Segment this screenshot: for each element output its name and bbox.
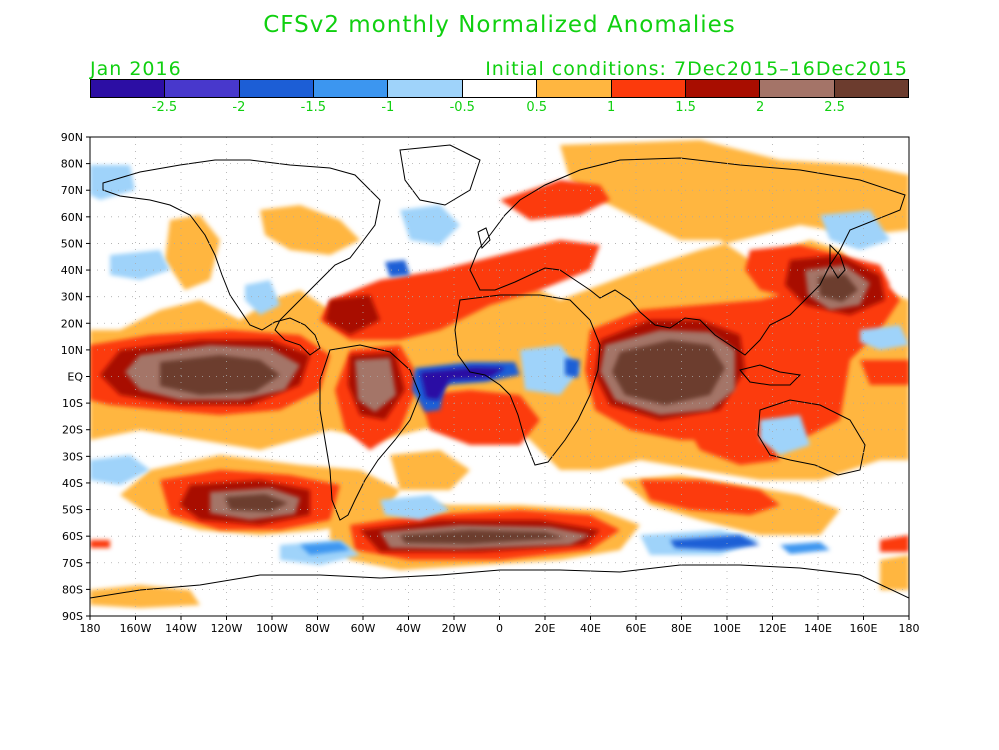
colorbar-segment [387, 80, 462, 97]
indonesia-coast [739, 364, 802, 386]
lat-tick-label: 20N [61, 317, 83, 330]
lon-tick-label: 80W [305, 622, 330, 635]
lat-tick-label: 50N [61, 237, 83, 250]
initial-conditions-label: Initial conditions: 7Dec2015–16Dec2015 [485, 58, 908, 80]
colorbar-label: -0.5 [449, 100, 475, 115]
colorbar-labels: -2.5 -2 -1.5 -1 -0.5 0.5 1 1.5 2 2.5 [90, 99, 909, 117]
lon-tick-label: 140W [165, 622, 197, 635]
colorbar-label: 2.5 [824, 100, 845, 115]
colorbar-label: 1.5 [675, 100, 696, 115]
latitude-axis: 90N 80N 70N 60N 50N 40N 30N 20N 10N EQ 10S 20S 30S 40… [61, 131, 90, 623]
lon-tick-label: 160W [120, 622, 152, 635]
australia-coast [757, 399, 866, 476]
anomaly-level-5 [160, 274, 858, 544]
colorbar-segment [536, 80, 611, 97]
lon-tick-label: 100W [256, 622, 288, 635]
lat-tick-label: 80N [61, 158, 83, 171]
colorbar-segment [759, 80, 834, 97]
lat-tick-label: 10S [62, 397, 83, 410]
lat-tick-label: 60S [62, 530, 83, 543]
uk-coast [477, 227, 491, 249]
north-america-coast [102, 159, 381, 356]
colorbar-label: 0.5 [526, 100, 548, 115]
colorbar-label: -2.5 [151, 100, 178, 115]
lat-tick-label: 30N [61, 291, 83, 304]
lon-tick-label: 60W [351, 622, 376, 635]
lat-tick-label: 40S [62, 477, 83, 490]
lat-tick-label: 70S [62, 557, 83, 570]
colorbar-label: -1.5 [300, 100, 327, 115]
colorbar-segment [164, 80, 239, 97]
lon-tick-label: 140E [804, 622, 832, 635]
lat-tick-label: EQ [67, 371, 83, 384]
colorbar-label: 1 [607, 100, 616, 115]
colorbar-label: -2 [232, 100, 246, 115]
colorbar-segment [313, 80, 388, 97]
lat-tick-label: 60N [61, 211, 83, 224]
lat-tick-label: 20S [62, 424, 83, 437]
antarctica-coast [90, 564, 909, 599]
colorbar-label: 2 [755, 100, 765, 115]
lat-tick-label: 90S [62, 610, 83, 623]
colorbar-segment [610, 80, 685, 97]
lon-tick-label: 60E [626, 622, 647, 635]
eurasia-coast [469, 157, 906, 356]
lat-lon-grid [90, 137, 909, 616]
lat-tick-label: 30S [62, 450, 83, 463]
lat-tick-label: 10N [61, 344, 83, 357]
lon-tick-label: 120W [211, 622, 243, 635]
colorbar [90, 79, 909, 98]
japan-coast [829, 243, 846, 279]
lon-tick-label: 120E [759, 622, 787, 635]
south-america-coast [319, 344, 421, 521]
lat-tick-label: 90N [61, 131, 83, 144]
lon-tick-label: 20W [442, 622, 467, 635]
valid-month-label: Jan 2016 [90, 58, 182, 80]
colorbar-segment [684, 80, 760, 97]
greenland-coast [399, 144, 481, 206]
lon-tick-label: 0 [496, 622, 503, 635]
colorbar-segment [461, 80, 537, 97]
colorbar-segment [833, 80, 908, 97]
lat-tick-label: 70N [61, 184, 83, 197]
lat-tick-label: 80S [62, 583, 83, 596]
map-title: CFSv2 monthly Normalized Anomalies [263, 12, 736, 38]
lat-tick-label: 50S [62, 504, 83, 517]
lon-tick-label: 80E [671, 622, 692, 635]
colorbar-segment [238, 80, 314, 97]
lon-tick-label: 40E [580, 622, 601, 635]
lon-tick-label: 100E [713, 622, 741, 635]
africa-coast [454, 294, 601, 466]
colorbar-segment [91, 80, 165, 97]
lon-tick-label: 40W [396, 622, 421, 635]
colorbar-label: -1 [381, 100, 395, 115]
lon-tick-label: 180 [899, 622, 920, 635]
lon-tick-label: 180 [80, 622, 101, 635]
lon-tick-label: 160E [850, 622, 878, 635]
lat-tick-label: 40N [61, 264, 83, 277]
longitude-axis: 180 160W 140W 120W 100W 80W 60W 40W 20W 0 20E 40E 60… [80, 616, 920, 635]
coastlines [90, 144, 909, 599]
anomaly-shading [90, 140, 909, 608]
lon-tick-label: 20E [535, 622, 556, 635]
